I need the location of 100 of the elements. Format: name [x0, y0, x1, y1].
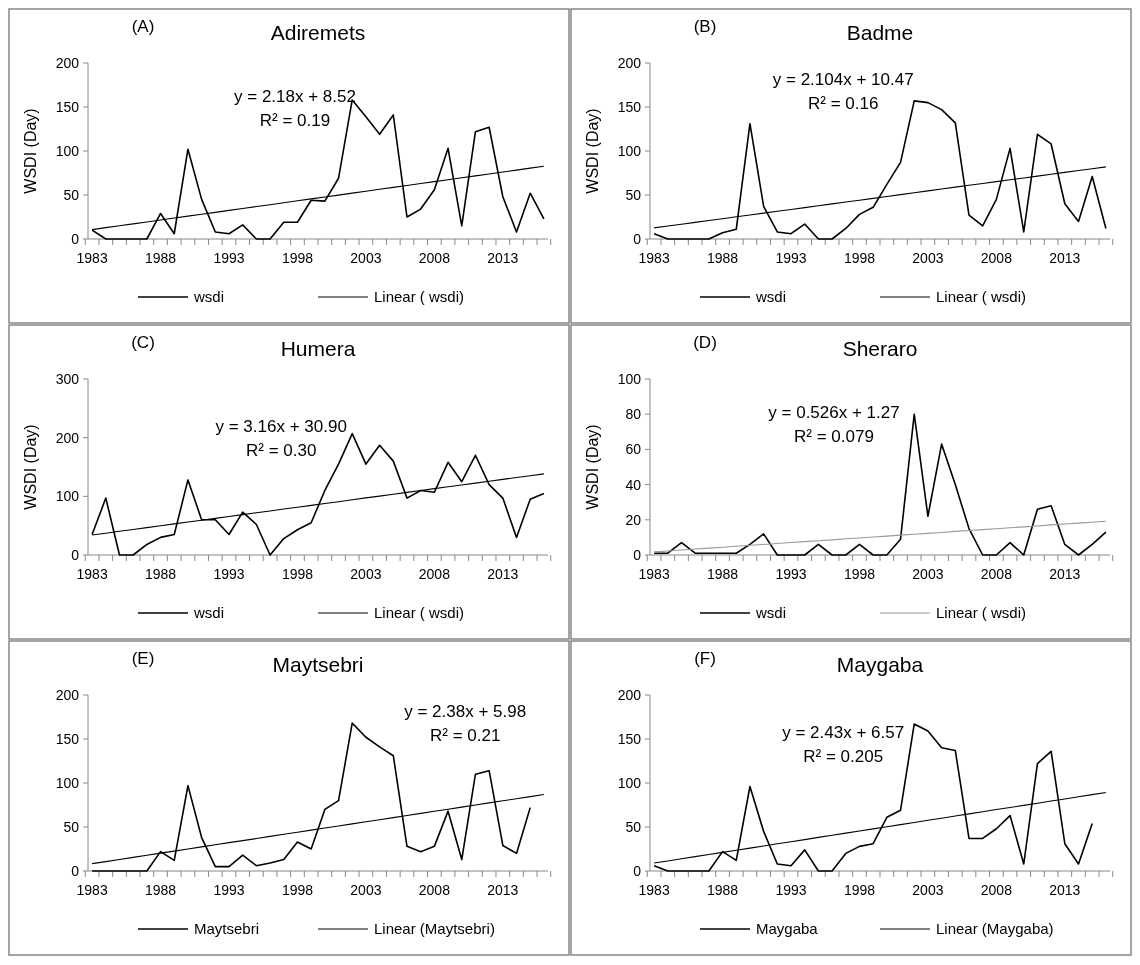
- chart-title: Sheraro: [842, 337, 918, 360]
- x-tick-label: 1998: [281, 566, 314, 582]
- x-tick-label: 1998: [843, 566, 876, 582]
- x-tick-label: 2003: [912, 250, 944, 266]
- x-tick-label: 1998: [843, 882, 876, 898]
- x-tick-label: 2013: [1049, 250, 1081, 266]
- annotation: R² = 0.19: [259, 111, 331, 131]
- y-tick-label: 200: [55, 54, 80, 71]
- text: (C): [131, 333, 155, 352]
- legend-label: Linear ( wsdi): [936, 604, 1027, 621]
- legend-label: wsdi: [193, 604, 225, 621]
- x-tick-label: 2003: [350, 250, 382, 266]
- y-tick-label: 80: [625, 406, 642, 423]
- y-tick-label: 50: [63, 818, 80, 835]
- x-tick-label: 1988: [144, 566, 177, 582]
- x-tick-label: 2003: [350, 882, 382, 898]
- y-tick-label: 100: [55, 774, 80, 791]
- x-tick-label: 2003: [350, 566, 382, 582]
- x-tick-label: 1993: [775, 250, 807, 266]
- text: (D): [693, 333, 717, 352]
- x-tick-label: 2008: [418, 882, 451, 898]
- text: (A): [131, 17, 155, 36]
- legend-label: Maygaba: [756, 920, 819, 937]
- y-axis-title: WSDI (Day): [22, 108, 39, 194]
- x-tick-label: 1988: [706, 882, 739, 898]
- legend-label: Linear ( wsdi): [374, 288, 465, 305]
- x-tick-label: 1993: [213, 566, 245, 582]
- y-axis-title: WSDI (Day): [22, 424, 39, 510]
- y-tick-label: 200: [617, 54, 642, 71]
- x-tick-label: 1983: [76, 882, 108, 898]
- annotation: y = 2.104x + 10.47: [772, 69, 914, 89]
- y-tick-label: 100: [617, 142, 642, 159]
- annotation: R² = 0.30: [246, 441, 317, 461]
- y-tick-label: 50: [625, 186, 642, 203]
- chart-title: Maygaba: [836, 653, 924, 676]
- y-tick-label: 0: [71, 230, 80, 247]
- y-tick-label: 100: [55, 488, 80, 505]
- y-tick-label: 150: [55, 98, 80, 115]
- y-tick-label: 0: [633, 862, 642, 879]
- x-tick-label: 2013: [487, 882, 519, 898]
- x-tick-label: 2008: [418, 250, 451, 266]
- x-tick-label: 2013: [487, 566, 519, 582]
- y-tick-label: 0: [71, 546, 80, 563]
- y-tick-label: 50: [63, 186, 80, 203]
- x-tick-label: 2008: [980, 250, 1013, 266]
- y-tick-label: 0: [633, 230, 642, 247]
- legend-label: Linear ( wsdi): [936, 288, 1027, 305]
- legend-label: wsdi: [755, 604, 787, 621]
- chart-title: Maytsebri: [272, 653, 364, 676]
- x-tick-label: 2008: [418, 566, 451, 582]
- annotation: R² = 0.16: [808, 93, 879, 113]
- y-tick-label: 0: [71, 862, 80, 879]
- x-tick-label: 2003: [912, 882, 944, 898]
- y-tick-label: 100: [617, 370, 642, 387]
- x-tick-label: 1988: [706, 250, 739, 266]
- legend-label: Linear (Maygaba): [936, 920, 1054, 937]
- y-tick-label: 200: [55, 429, 80, 446]
- legend-label: wsdi: [755, 288, 787, 305]
- annotation: y = 2.18x + 8.52: [234, 87, 356, 107]
- y-tick-label: 150: [617, 730, 642, 747]
- x-tick-label: 1983: [76, 566, 108, 582]
- x-tick-label: 2008: [980, 882, 1013, 898]
- x-tick-label: 1983: [638, 882, 670, 898]
- annotation: y = 2.38x + 5.98: [404, 701, 527, 721]
- y-tick-label: 150: [55, 730, 80, 747]
- legend-label: Maytsebri: [194, 920, 260, 937]
- x-tick-label: 1993: [775, 566, 807, 582]
- annotation: y = 3.16x + 30.90: [215, 417, 347, 437]
- y-tick-label: 200: [55, 686, 80, 703]
- x-tick-label: 2008: [980, 566, 1013, 582]
- x-tick-label: 1998: [281, 250, 314, 266]
- annotation: y = 0.526x + 1.27: [768, 403, 900, 423]
- x-tick-label: 1988: [144, 250, 177, 266]
- y-axis-title: WSDI (Day): [584, 108, 601, 194]
- text: (F): [694, 649, 716, 668]
- x-tick-label: 1993: [213, 882, 245, 898]
- x-tick-label: 2013: [1049, 882, 1081, 898]
- x-tick-label: 1983: [638, 250, 670, 266]
- x-tick-label: 1983: [76, 250, 108, 266]
- x-tick-label: 2003: [912, 566, 944, 582]
- y-tick-label: 200: [617, 686, 642, 703]
- y-tick-label: 100: [55, 142, 80, 159]
- x-tick-label: 1993: [213, 250, 245, 266]
- annotation: R² = 0.21: [430, 725, 501, 745]
- x-tick-label: 1983: [638, 566, 670, 582]
- y-tick-label: 60: [625, 441, 642, 458]
- chart-title: Badme: [846, 21, 914, 44]
- y-tick-label: 300: [55, 370, 80, 387]
- y-tick-label: 40: [625, 476, 642, 493]
- legend-label: Linear ( wsdi): [374, 604, 465, 621]
- text: (B): [693, 17, 717, 36]
- x-tick-label: 2013: [1049, 566, 1081, 582]
- legend-label: Linear (Maytsebri): [374, 920, 495, 937]
- text: (E): [131, 649, 155, 668]
- y-tick-label: 50: [625, 818, 642, 835]
- legend-label: wsdi: [193, 288, 225, 305]
- x-tick-label: 2013: [487, 250, 519, 266]
- annotation: R² = 0.205: [803, 746, 884, 766]
- y-tick-label: 20: [625, 511, 642, 528]
- x-tick-label: 1998: [281, 882, 314, 898]
